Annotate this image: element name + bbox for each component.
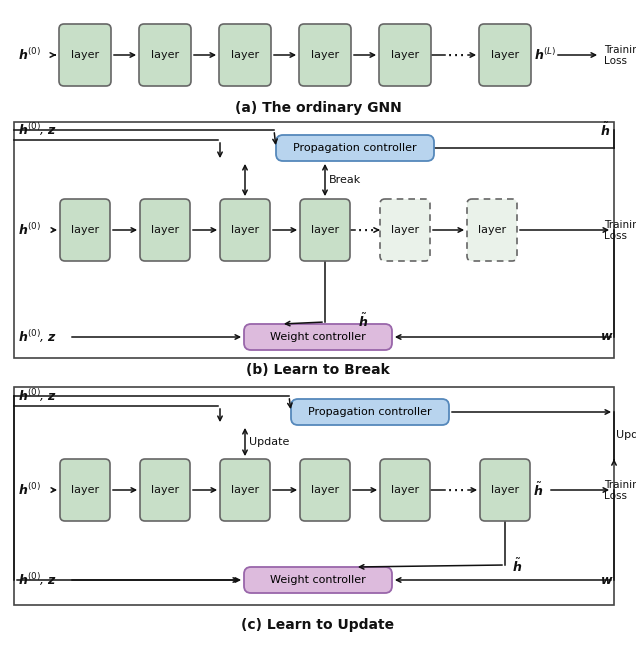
Text: layer: layer — [151, 50, 179, 60]
FancyBboxPatch shape — [276, 135, 434, 161]
Text: layer: layer — [151, 225, 179, 235]
Text: Weight controller: Weight controller — [270, 332, 366, 342]
Text: $\boldsymbol{w}$: $\boldsymbol{w}$ — [600, 574, 614, 587]
FancyBboxPatch shape — [140, 459, 190, 521]
Text: $\cdots$: $\cdots$ — [446, 481, 464, 499]
Text: $\tilde{\boldsymbol{h}}$: $\tilde{\boldsymbol{h}}$ — [533, 481, 543, 499]
Text: $\boldsymbol{h}^{(0)}$: $\boldsymbol{h}^{(0)}$ — [18, 47, 41, 63]
Text: $\cdots$: $\cdots$ — [446, 46, 464, 64]
Text: $\boldsymbol{h}^{(0)}$, $\boldsymbol{z}$: $\boldsymbol{h}^{(0)}$, $\boldsymbol{z}$ — [18, 572, 57, 589]
FancyBboxPatch shape — [60, 459, 110, 521]
Text: layer: layer — [391, 485, 419, 495]
Bar — [14, 387, 614, 605]
Text: layer: layer — [71, 225, 99, 235]
Text: layer: layer — [491, 50, 519, 60]
FancyBboxPatch shape — [59, 24, 111, 86]
FancyBboxPatch shape — [480, 459, 530, 521]
FancyBboxPatch shape — [380, 459, 430, 521]
FancyBboxPatch shape — [379, 24, 431, 86]
Text: layer: layer — [391, 50, 419, 60]
Text: Update: Update — [616, 430, 636, 440]
Text: $\boldsymbol{h}^{(0)}$: $\boldsymbol{h}^{(0)}$ — [18, 222, 41, 238]
Text: $\boldsymbol{h}^{(0)}$: $\boldsymbol{h}^{(0)}$ — [18, 482, 41, 498]
FancyBboxPatch shape — [60, 199, 110, 261]
FancyBboxPatch shape — [244, 324, 392, 350]
Text: layer: layer — [491, 485, 519, 495]
Text: layer: layer — [391, 225, 419, 235]
Text: Loss: Loss — [604, 491, 627, 501]
Text: Training: Training — [604, 480, 636, 490]
FancyBboxPatch shape — [220, 459, 270, 521]
FancyBboxPatch shape — [300, 199, 350, 261]
Text: (a) The ordinary GNN: (a) The ordinary GNN — [235, 101, 401, 115]
Text: $\boldsymbol{h}^{(0)}$, $\boldsymbol{z}$: $\boldsymbol{h}^{(0)}$, $\boldsymbol{z}$ — [18, 121, 57, 139]
Text: (b) Learn to Break: (b) Learn to Break — [246, 363, 390, 377]
FancyBboxPatch shape — [300, 459, 350, 521]
Text: layer: layer — [478, 225, 506, 235]
Text: layer: layer — [231, 225, 259, 235]
Text: Propagation controller: Propagation controller — [308, 407, 432, 417]
FancyBboxPatch shape — [140, 199, 190, 261]
Text: Loss: Loss — [604, 56, 627, 66]
Text: Break: Break — [329, 175, 361, 185]
Text: Propagation controller: Propagation controller — [293, 143, 417, 153]
Bar — [14, 122, 614, 358]
Text: $\boldsymbol{h}^{(L)}$: $\boldsymbol{h}^{(L)}$ — [534, 47, 556, 63]
Text: $\boldsymbol{h}^{(0)}$, $\boldsymbol{z}$: $\boldsymbol{h}^{(0)}$, $\boldsymbol{z}$ — [18, 329, 57, 345]
FancyBboxPatch shape — [380, 199, 430, 261]
Text: $\tilde{\boldsymbol{h}}$: $\tilde{\boldsymbol{h}}$ — [358, 312, 368, 330]
FancyBboxPatch shape — [299, 24, 351, 86]
FancyBboxPatch shape — [139, 24, 191, 86]
Text: Training: Training — [604, 220, 636, 230]
Text: layer: layer — [71, 485, 99, 495]
Text: Weight controller: Weight controller — [270, 575, 366, 585]
Text: layer: layer — [311, 50, 339, 60]
Text: $\tilde{\boldsymbol{h}}$: $\tilde{\boldsymbol{h}}$ — [600, 121, 610, 139]
Text: layer: layer — [71, 50, 99, 60]
Text: $\boldsymbol{h}^{(0)}$, $\boldsymbol{z}$: $\boldsymbol{h}^{(0)}$, $\boldsymbol{z}$ — [18, 387, 57, 405]
Text: layer: layer — [151, 485, 179, 495]
Text: layer: layer — [231, 485, 259, 495]
Text: layer: layer — [231, 50, 259, 60]
Text: $\cdots$: $\cdots$ — [356, 221, 374, 239]
FancyBboxPatch shape — [467, 199, 517, 261]
Text: layer: layer — [311, 225, 339, 235]
FancyBboxPatch shape — [291, 399, 449, 425]
Text: (c) Learn to Update: (c) Learn to Update — [242, 618, 394, 632]
FancyBboxPatch shape — [219, 24, 271, 86]
FancyBboxPatch shape — [220, 199, 270, 261]
Text: Update: Update — [249, 437, 289, 447]
FancyBboxPatch shape — [244, 567, 392, 593]
FancyBboxPatch shape — [479, 24, 531, 86]
Text: $\tilde{\boldsymbol{h}}$: $\tilde{\boldsymbol{h}}$ — [513, 557, 523, 575]
Text: layer: layer — [311, 485, 339, 495]
Text: Training: Training — [604, 45, 636, 55]
Text: Loss: Loss — [604, 231, 627, 241]
Text: $\boldsymbol{w}$: $\boldsymbol{w}$ — [600, 331, 614, 343]
